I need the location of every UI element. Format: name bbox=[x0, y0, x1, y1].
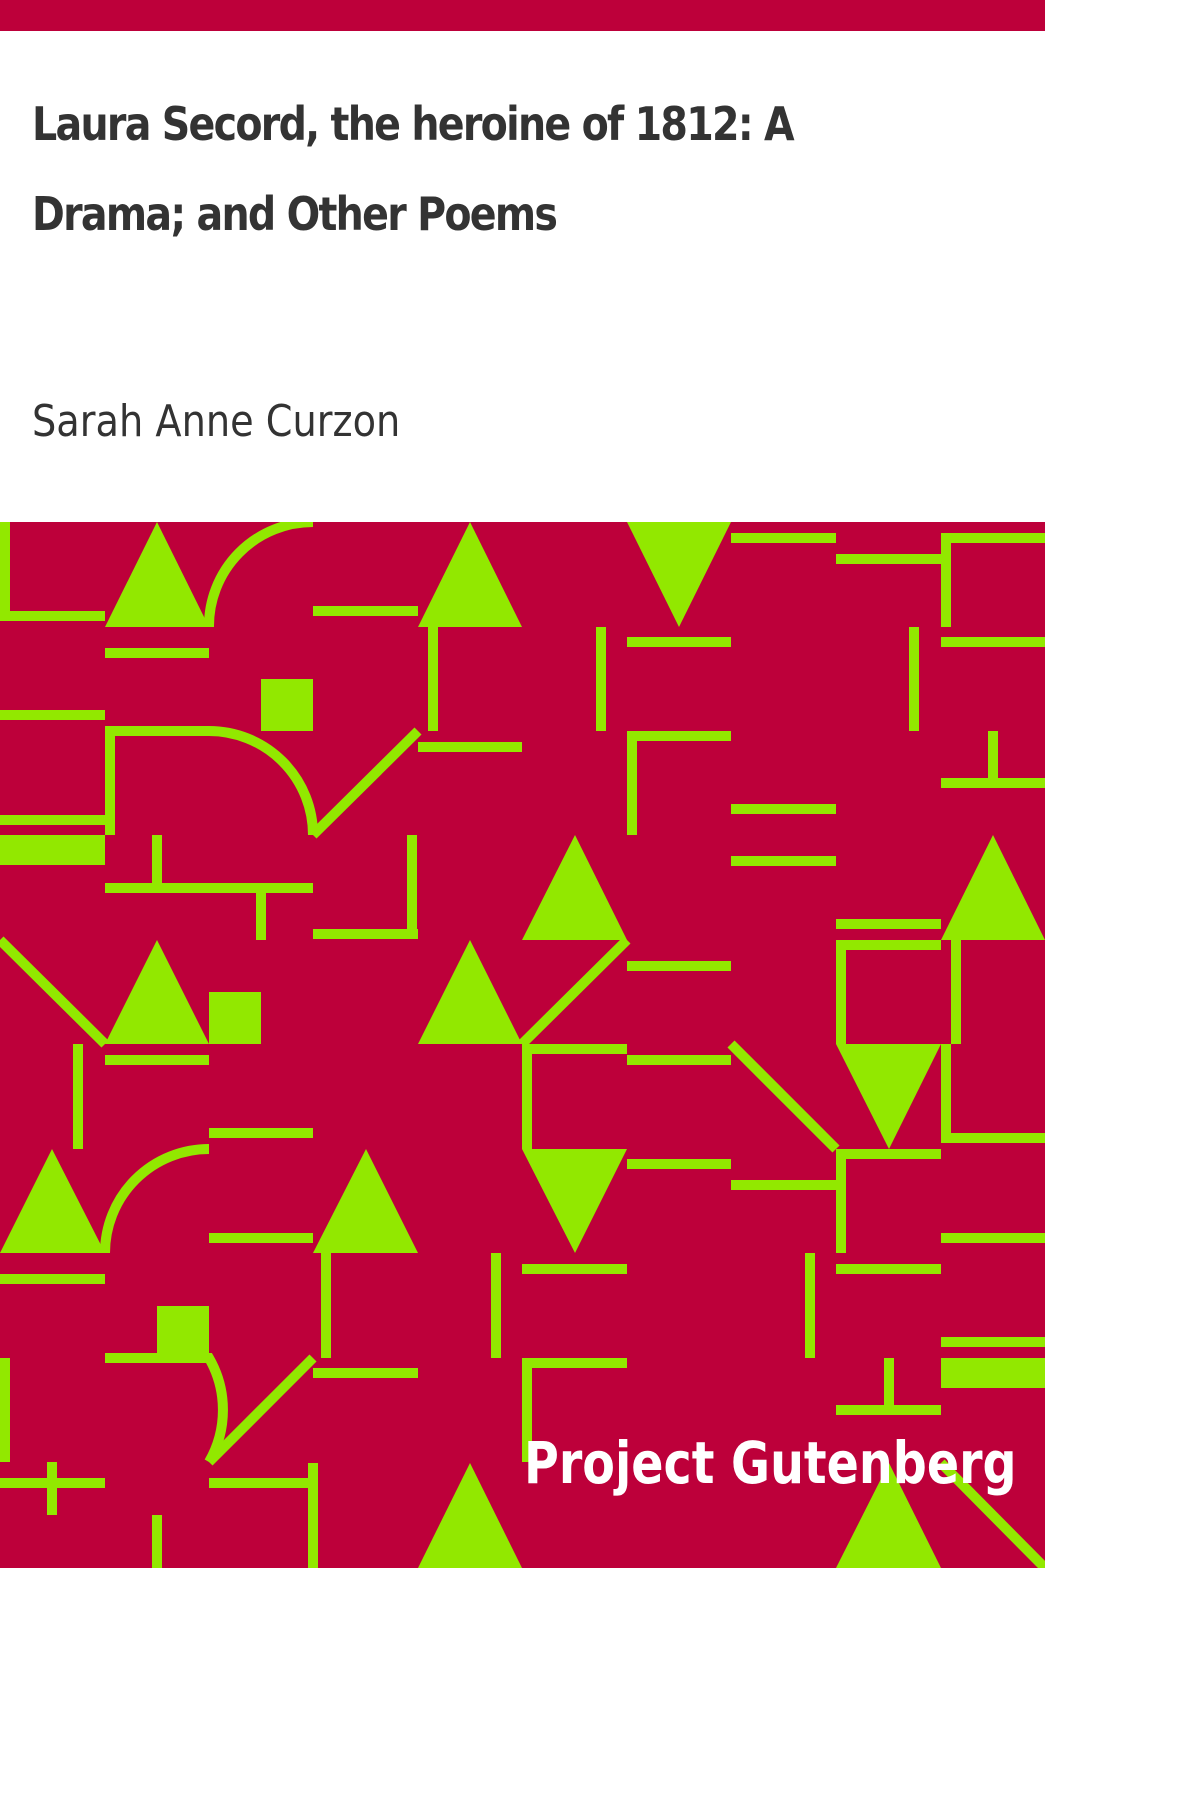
top-accent-bar bbox=[0, 0, 1045, 31]
book-author: Sarah Anne Curzon bbox=[32, 396, 401, 447]
cover-pattern bbox=[0, 522, 1045, 1568]
book-title: Laura Secord, the heroine of 1812: A Dra… bbox=[32, 97, 795, 241]
publisher-name: Project Gutenberg bbox=[524, 1429, 1017, 1497]
